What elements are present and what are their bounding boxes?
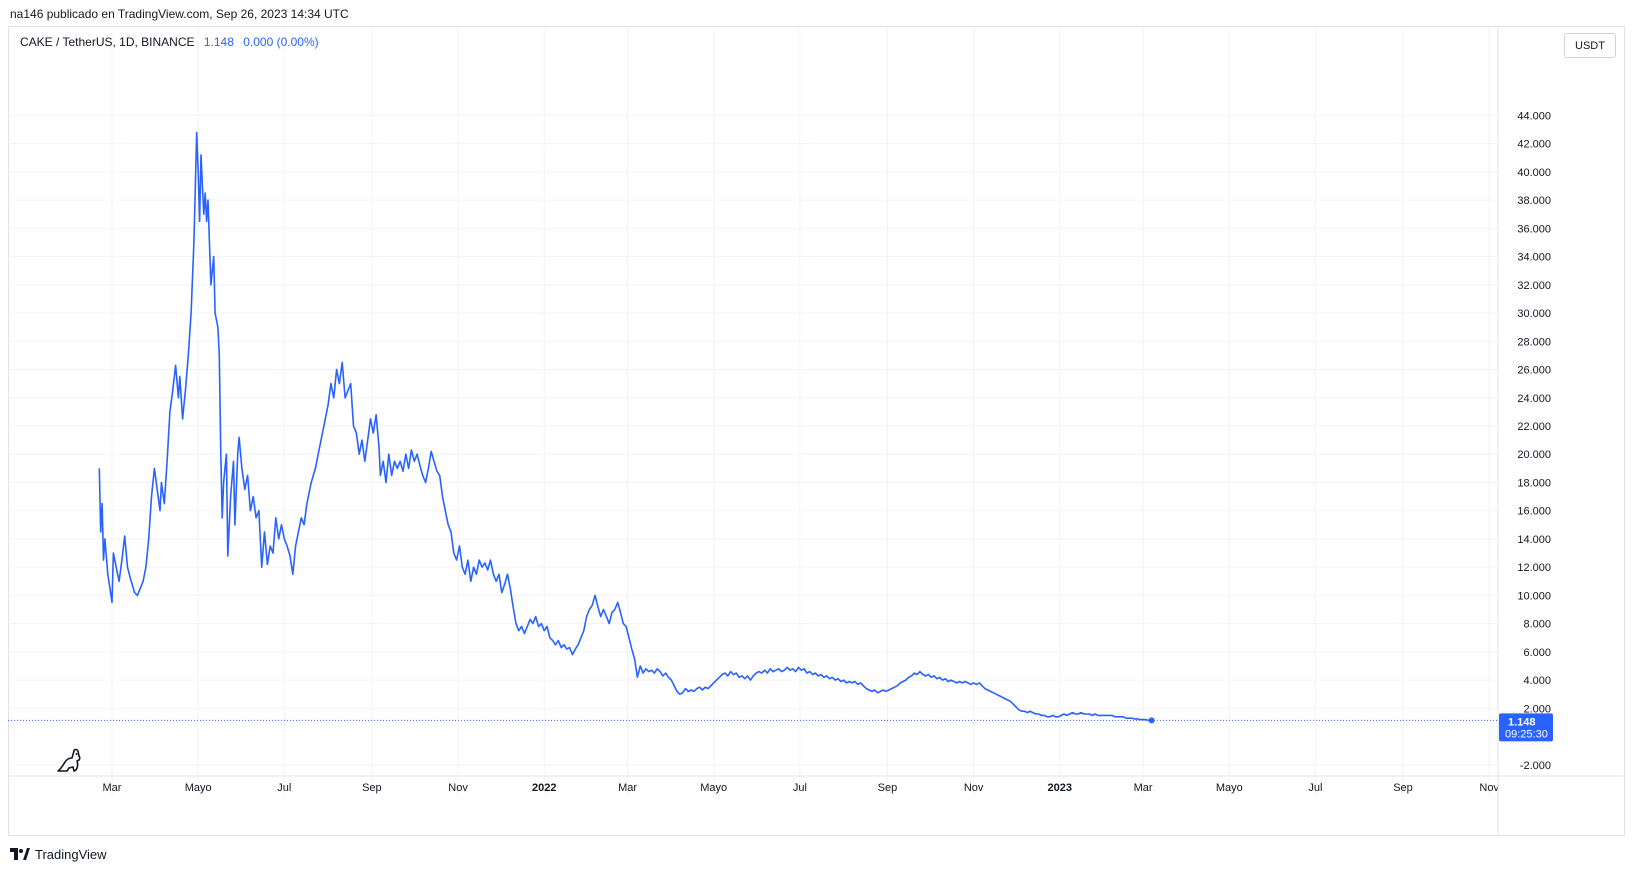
price-chart[interactable]: -2.000 2.000 4.000 6.000 8.000 10.000 12.000 14… — [8, 26, 1625, 836]
countdown-label: 09:25:30 — [1505, 728, 1548, 740]
y-tick-label: 16.000 — [1517, 506, 1551, 518]
y-tick-label: 8.000 — [1523, 619, 1551, 631]
y-tick-label: 28.000 — [1517, 336, 1551, 348]
y-tick-label: -2.000 — [1520, 760, 1551, 772]
x-tick-label: Jul — [793, 782, 807, 794]
last-price-badge-value: 1.148 — [1508, 716, 1536, 728]
currency-button[interactable]: USDT — [1564, 33, 1616, 58]
x-tick-label: Mayo — [1216, 782, 1243, 794]
y-tick-label: 18.000 — [1517, 477, 1551, 489]
footer-brand-label: TradingView — [35, 846, 107, 862]
y-tick-label: 26.000 — [1517, 365, 1551, 377]
y-tick-label: 34.000 — [1517, 252, 1551, 264]
x-tick-label: Sep — [1393, 782, 1413, 794]
x-tick-label: Mayo — [185, 782, 212, 794]
y-tick-label: 30.000 — [1517, 308, 1551, 320]
footer-brand[interactable]: TradingView — [10, 845, 107, 863]
y-tick-label: 44.000 — [1517, 110, 1551, 122]
published-by-text: na146 publicado en TradingView.com, Sep … — [10, 7, 349, 21]
x-tick-label: Mar — [103, 782, 122, 794]
y-tick-label: 6.000 — [1523, 647, 1551, 659]
last-price: 1.148 — [203, 35, 234, 49]
y-tick-label: 22.000 — [1517, 421, 1551, 433]
symbol-legend: CAKE / TetherUS, 1D, BINANCE 1.148 0.000… — [20, 35, 319, 49]
y-tick-label: 36.000 — [1517, 223, 1551, 235]
y-tick-label: 32.000 — [1517, 280, 1551, 292]
tradingview-logo-icon — [10, 848, 30, 860]
y-tick-label: 40.000 — [1517, 167, 1551, 179]
y-tick-label: 2.000 — [1523, 703, 1551, 715]
price-change: 0.000 (0.00%) — [243, 35, 319, 49]
chart-frame — [8, 26, 1625, 836]
y-tick-label: 12.000 — [1517, 562, 1551, 574]
x-tick-label: Jul — [1308, 782, 1322, 794]
x-tick-label: 2022 — [532, 782, 556, 794]
last-price-badge — [1499, 713, 1553, 742]
y-tick-label: 24.000 — [1517, 393, 1551, 405]
x-tick-label: Sep — [362, 782, 382, 794]
x-tick-label: Nov — [448, 782, 468, 794]
x-tick-label: Mar — [1134, 782, 1153, 794]
y-tick-label: 38.000 — [1517, 195, 1551, 207]
x-tick-label: Mar — [618, 782, 637, 794]
y-tick-label: 14.000 — [1517, 534, 1551, 546]
y-tick-label: 42.000 — [1517, 139, 1551, 151]
x-tick-label: Mayo — [700, 782, 727, 794]
x-tick-label: Nov — [1479, 782, 1499, 794]
top-bar: na146 publicado en TradingView.com, Sep … — [0, 0, 1634, 28]
x-tick-label: Sep — [878, 782, 898, 794]
x-tick-label: 2023 — [1048, 782, 1072, 794]
y-tick-label: 20.000 — [1517, 449, 1551, 461]
symbol-name: CAKE / TetherUS, 1D, BINANCE — [20, 35, 195, 49]
y-tick-label: 4.000 — [1523, 675, 1551, 687]
x-tick-label: Jul — [277, 782, 291, 794]
y-tick-label: 10.000 — [1517, 590, 1551, 602]
price-series-line — [98, 131, 1152, 722]
dino-icon — [57, 748, 81, 772]
x-tick-label: Nov — [964, 782, 984, 794]
